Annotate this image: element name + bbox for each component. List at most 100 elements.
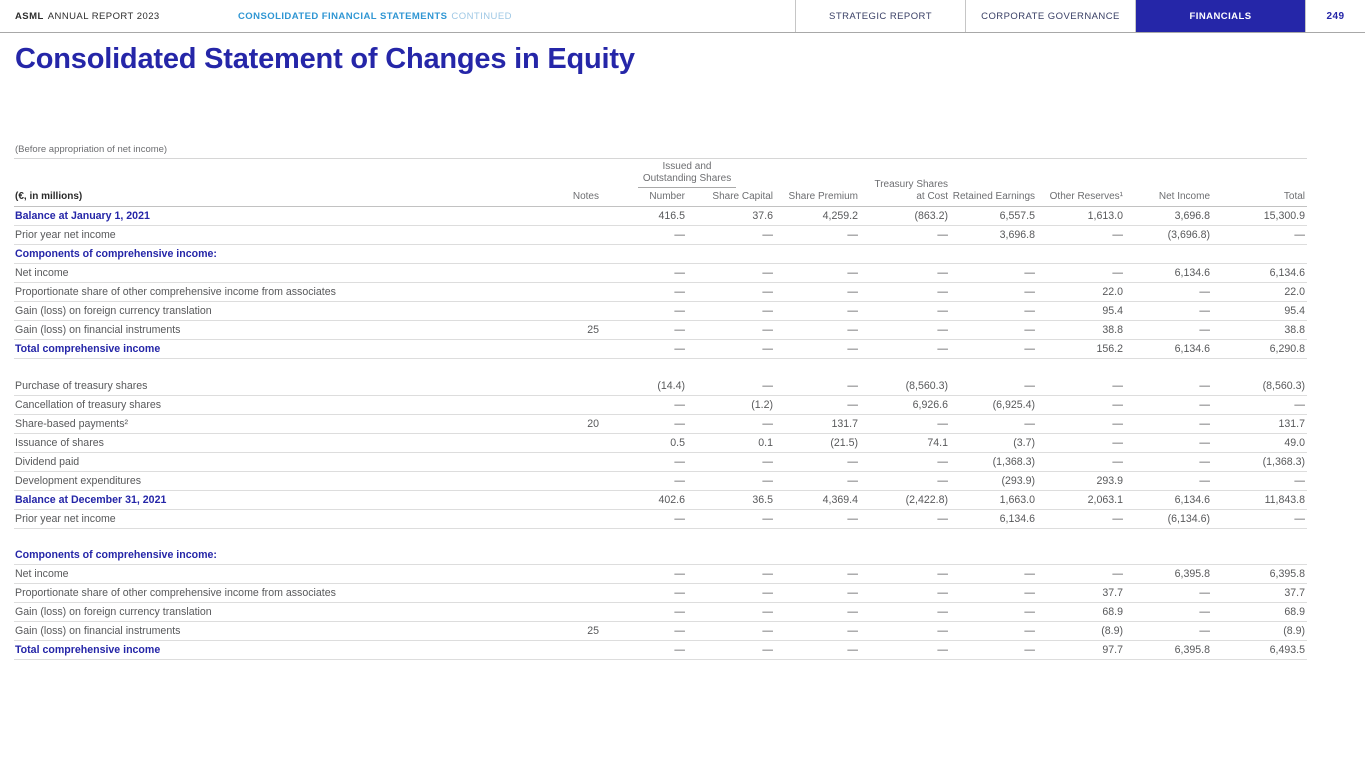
cell-value: (1,368.3)	[950, 452, 1038, 472]
cell-value: 4,259.2	[775, 206, 861, 226]
cell-value: 6,134.6	[950, 509, 1038, 529]
row-label: Prior year net income	[14, 509, 556, 529]
col-net-income: Net Income	[1125, 158, 1213, 207]
cell-value: 2,063.1	[1037, 490, 1126, 510]
note-ref	[556, 546, 601, 565]
cell-value: —	[601, 282, 687, 302]
row-label: Gain (loss) on foreign currency translat…	[14, 301, 556, 321]
note-ref	[556, 395, 601, 415]
cell-value: 402.6	[601, 490, 687, 510]
col-group-issued-outstanding-shares: Issued and Outstanding Shares	[601, 158, 776, 189]
table-row: Gain (loss) on foreign currency translat…	[14, 301, 1308, 321]
table-header: (€, in millions) Notes Issued and Outsta…	[14, 158, 1308, 207]
cell-value: —	[1125, 282, 1213, 302]
cell-value: —	[601, 414, 687, 434]
cell-value: 11,843.8	[1212, 490, 1308, 510]
cell-value: 37.7	[1037, 583, 1126, 603]
cell-value	[1037, 244, 1126, 264]
cell-value: 156.2	[1037, 339, 1126, 359]
cell-value: 6,290.8	[1212, 339, 1308, 359]
cell-value: —	[775, 509, 861, 529]
table-row: Prior year net income — — — —3,696.8— (3,696.…	[14, 225, 1308, 245]
cell-value: —	[860, 509, 951, 529]
note-ref	[556, 244, 601, 264]
row-label: Development expenditures	[14, 471, 556, 491]
table-row: Balance at December 31, 2021 402.6 36.5 4,3…	[14, 490, 1308, 510]
nav-tab-strategic-report[interactable]: STRATEGIC REPORT	[795, 0, 965, 32]
cell-value: —	[775, 602, 861, 622]
cell-value: 416.5	[601, 206, 687, 226]
nav-tab-financials[interactable]: FINANCIALS	[1135, 0, 1305, 32]
cell-value: —	[775, 339, 861, 359]
section-title: CONSOLIDATED FINANCIAL STATEMENTS	[238, 10, 448, 22]
row-label: Balance at December 31, 2021	[14, 490, 556, 510]
spacer-row	[14, 528, 1307, 546]
cell-value: (3,696.8)	[1125, 225, 1213, 245]
cell-value: 6,926.6	[860, 395, 951, 415]
note-ref: 25	[556, 621, 601, 641]
col-share-premium: Share Premium	[775, 158, 861, 207]
row-label: Components of comprehensive income:	[14, 244, 556, 264]
table-row: Development expenditures — — — — (293.9) 293.9…	[14, 471, 1308, 491]
cell-value: —	[601, 640, 687, 660]
cell-value: 293.9	[1037, 471, 1126, 491]
cell-value: —	[1212, 471, 1308, 491]
cell-value: —	[860, 452, 951, 472]
cell-value: (863.2)	[860, 206, 951, 226]
note-ref	[556, 339, 601, 359]
table-row: Total comprehensive income — — — — —156.2 6,13…	[14, 339, 1308, 359]
cell-value: —	[687, 471, 776, 491]
pre-table-note: (Before appropriation of net income)	[15, 144, 168, 155]
cell-value	[860, 244, 951, 264]
cell-value: —	[775, 564, 861, 584]
cell-value	[687, 244, 776, 264]
row-label: Total comprehensive income	[14, 339, 556, 359]
cell-value: —	[860, 282, 951, 302]
page-number: 249	[1305, 0, 1365, 32]
cell-value: 1,613.0	[1037, 206, 1126, 226]
col-other-reserves: Other Reserves¹	[1037, 158, 1126, 207]
cell-value: —	[687, 583, 776, 603]
cell-value: 6,134.6	[1125, 490, 1213, 510]
cell-value: —	[601, 225, 687, 245]
cell-value: (14.4)	[601, 376, 687, 396]
row-label: Net income	[14, 263, 556, 283]
cell-value: (3.7)	[950, 433, 1038, 453]
cell-value: —	[775, 583, 861, 603]
cell-value: —	[601, 564, 687, 584]
cell-value: 6,134.6	[1125, 339, 1213, 359]
cell-value: —	[775, 452, 861, 472]
cell-value: 6,134.6	[1212, 263, 1308, 283]
spacer-cell	[14, 528, 1307, 546]
table-row: Gain (loss) on financial instruments 25— —…	[14, 320, 1308, 340]
cell-value: —	[775, 621, 861, 641]
cell-value: —	[1125, 301, 1213, 321]
row-label: Purchase of treasury shares	[14, 376, 556, 396]
cell-value: —	[1037, 564, 1126, 584]
nav-tab-corporate-governance[interactable]: CORPORATE GOVERNANCE	[965, 0, 1135, 32]
cell-value: —	[1037, 395, 1126, 415]
cell-value: —	[1125, 433, 1213, 453]
cell-value: (8,560.3)	[1212, 376, 1308, 396]
table-row: Prior year net income — — — —6,134.6— (6,134.…	[14, 509, 1308, 529]
brand-label: ASML	[15, 10, 44, 22]
cell-value: 0.1	[687, 433, 776, 453]
cell-value: —	[1212, 509, 1308, 529]
cell-value	[775, 546, 861, 565]
cell-value: —	[1125, 621, 1213, 641]
cell-value: —	[601, 395, 687, 415]
cell-value: —	[601, 263, 687, 283]
cell-value: —	[1125, 395, 1213, 415]
table-row: Share-based payments² 20— —131.7— — — —131.7	[14, 414, 1308, 434]
cell-value: 68.9	[1212, 602, 1308, 622]
cell-value: (8.9)	[1212, 621, 1308, 641]
group-header-line1: Issued and	[662, 161, 712, 172]
cell-value: 6,395.8	[1125, 640, 1213, 660]
note-ref	[556, 433, 601, 453]
cell-value: —	[950, 376, 1038, 396]
cell-value	[950, 546, 1038, 565]
cell-value: —	[950, 301, 1038, 321]
cell-value	[775, 244, 861, 264]
table-row: Net income — — — — — —6,395.8 6,395.8	[14, 564, 1308, 584]
cell-value: —	[775, 395, 861, 415]
